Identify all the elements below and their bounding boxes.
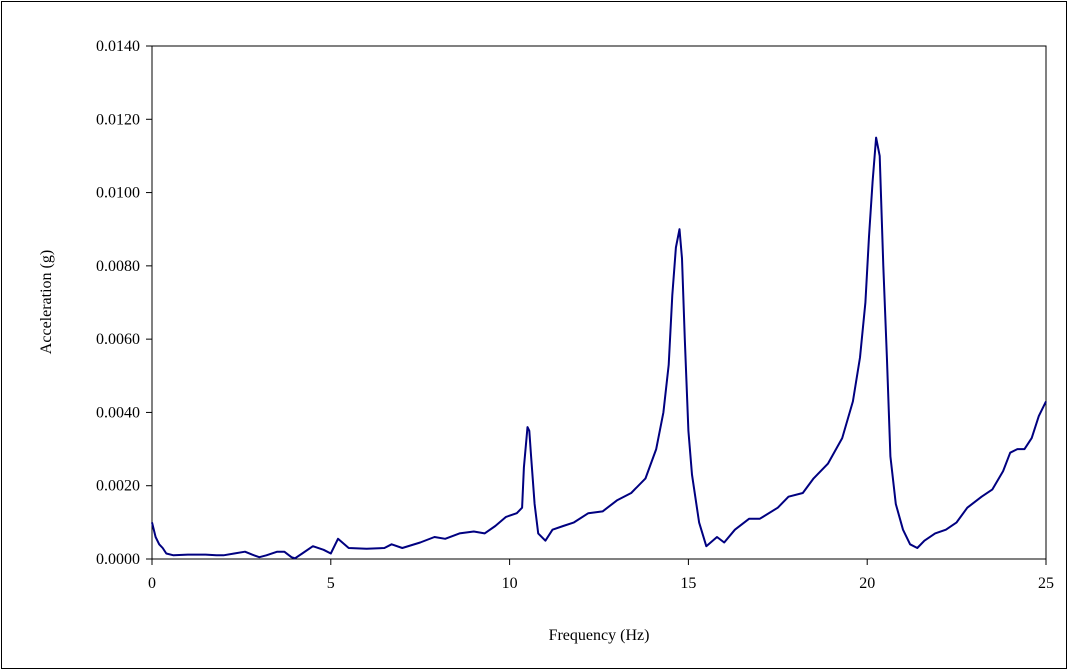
y-tick-label: 0.0000	[96, 551, 140, 568]
y-tick-label: 0.0080	[96, 258, 140, 275]
plot-area	[151, 45, 1047, 560]
x-tick-label: 25	[1038, 575, 1054, 592]
y-tick-label: 0.0060	[96, 331, 140, 348]
series-line	[151, 136, 1047, 560]
x-tick-label: 10	[502, 575, 518, 592]
x-axis-title: Frequency (Hz)	[549, 627, 650, 644]
x-tick-label: 5	[327, 575, 335, 592]
y-tick-label: 0.0040	[96, 404, 140, 421]
y-tick-label: 0.0100	[96, 185, 140, 202]
y-axis-title: Acceleration (g)	[38, 250, 55, 354]
y-axis-ticks: 0.0000 0.0020 0.0040 0.0060 0.0080 0.0100 0.01…	[96, 38, 152, 568]
y-tick-label: 0.0120	[96, 111, 140, 128]
x-tick-label: 15	[680, 575, 696, 592]
y-tick-label: 0.0020	[96, 478, 140, 495]
x-tick-label: 0	[148, 575, 156, 592]
series-layer	[151, 136, 1047, 560]
x-tick-label: 20	[859, 575, 875, 592]
y-tick-label: 0.0140	[96, 38, 140, 55]
x-axis-ticks: 0 5 10 15 20 25	[148, 559, 1054, 592]
